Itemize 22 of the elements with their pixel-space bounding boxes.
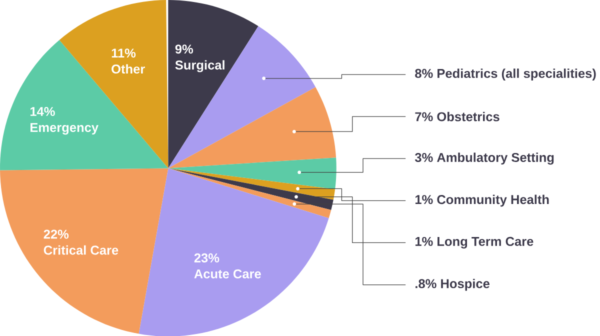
slice-label: Surgical <box>175 60 224 72</box>
slice-label: Other <box>112 64 145 74</box>
slice-label: Community Health <box>437 194 549 206</box>
data-label: 1% <box>415 194 433 204</box>
data-label: 22% <box>44 230 69 239</box>
data-label: 9% <box>175 44 194 54</box>
data-label: 1% <box>415 236 433 246</box>
data-label: 14% <box>30 106 55 116</box>
slice-label: Critical Care <box>44 245 118 255</box>
slice-label: Hospice <box>441 278 490 291</box>
slice-label: Ambulatory Setting <box>437 152 554 164</box>
slice-label: Pediatrics (all specialities) <box>438 68 596 80</box>
data-label: 8% <box>415 68 433 78</box>
slice-label: Long Term Care <box>438 236 534 248</box>
data-label: 7% <box>415 112 433 122</box>
data-label: 11% <box>112 48 136 58</box>
data-label: 3% <box>414 152 433 162</box>
data-label: 23% <box>194 253 220 262</box>
data-label: .8% <box>416 278 436 288</box>
slice-label: Acute Care <box>194 269 261 278</box>
slice-label: Emergency <box>30 122 98 134</box>
slice-label: Obstetrics <box>437 112 500 122</box>
